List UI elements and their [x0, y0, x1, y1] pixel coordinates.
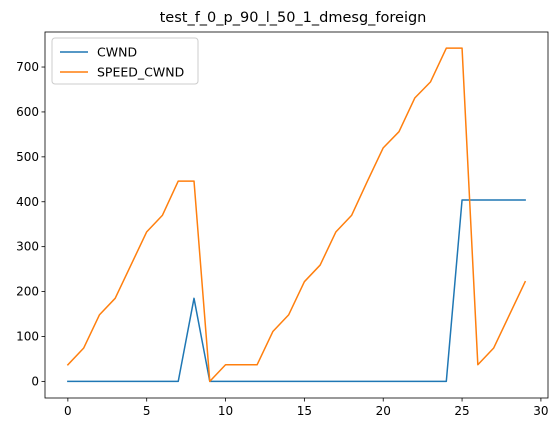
y-tick-label: 400	[16, 195, 39, 209]
x-tick-label: 5	[143, 404, 151, 418]
series-line-speed-cwnd	[66, 47, 527, 383]
axes-frame	[44, 31, 549, 399]
legend-box	[51, 37, 199, 85]
chart-title: test_f_0_p_90_l_50_1_dmesg_foreign	[160, 10, 427, 26]
y-tick-label: 700	[16, 60, 39, 74]
legend: CWND SPEED_CWND	[51, 37, 199, 85]
y-tick-label: 500	[16, 150, 39, 164]
x-tick-label: 10	[218, 404, 233, 418]
y-tick-label: 200	[16, 285, 39, 299]
x-tick-label: 25	[454, 404, 469, 418]
y-tick-label: 100	[16, 329, 39, 343]
y-tick-label: 600	[16, 105, 39, 119]
x-tick-label: 0	[64, 404, 72, 418]
series-line-cwnd	[67, 199, 526, 383]
legend-label: SPEED_CWND	[97, 65, 184, 80]
legend-label: CWND	[97, 45, 137, 60]
x-tick-label: 15	[297, 404, 312, 418]
y-tick-label: 300	[16, 240, 39, 254]
x-tick-label: 30	[533, 404, 548, 418]
x-tick-label: 20	[376, 404, 391, 418]
y-tick-label: 0	[31, 374, 39, 388]
